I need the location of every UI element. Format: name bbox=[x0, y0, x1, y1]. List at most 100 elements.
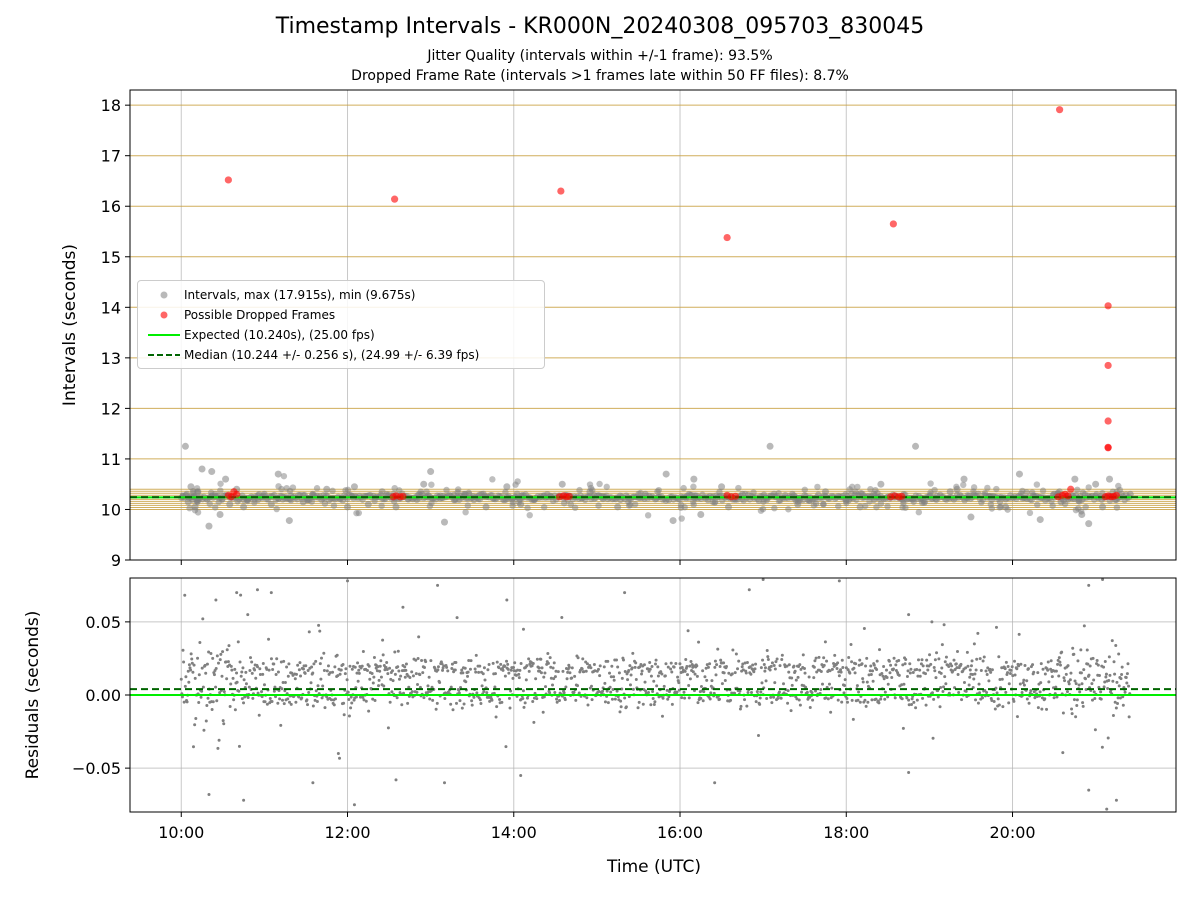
interval-point bbox=[1039, 487, 1047, 494]
residual-point bbox=[738, 689, 742, 693]
residual-point bbox=[825, 659, 829, 663]
residual-point bbox=[478, 664, 482, 668]
residual-point bbox=[701, 669, 705, 673]
residual-point bbox=[329, 698, 333, 702]
residual-outlier-17 bbox=[207, 792, 211, 796]
residual-point bbox=[683, 669, 687, 673]
residual-point bbox=[190, 657, 194, 661]
residual-point bbox=[1041, 667, 1045, 671]
residual-point bbox=[1079, 671, 1083, 675]
residual-point bbox=[197, 673, 201, 677]
residual-point bbox=[687, 696, 691, 700]
residual-point bbox=[893, 696, 897, 700]
dropped-frame-33 bbox=[889, 220, 897, 228]
residual-point bbox=[840, 658, 844, 662]
residual-point bbox=[768, 668, 772, 672]
interval-point-20 bbox=[299, 498, 307, 506]
interval-point-48 bbox=[738, 490, 746, 498]
residual-point bbox=[905, 696, 909, 700]
residual-point bbox=[503, 664, 507, 668]
residual-point bbox=[652, 679, 656, 683]
residual-point bbox=[294, 672, 298, 676]
residual-point bbox=[416, 657, 420, 661]
residual-point bbox=[820, 682, 824, 686]
residual-point bbox=[695, 674, 699, 678]
residual-point bbox=[706, 665, 710, 669]
residual-point bbox=[651, 697, 655, 701]
interval-point bbox=[321, 500, 329, 507]
residual-point bbox=[403, 665, 407, 669]
residual-point bbox=[242, 678, 246, 682]
residual-point bbox=[868, 669, 872, 673]
residual-point bbox=[219, 652, 223, 656]
residual-point bbox=[385, 660, 389, 664]
residual-point bbox=[615, 689, 619, 693]
residual-point bbox=[733, 671, 737, 675]
legend-symbol-intervals bbox=[160, 291, 168, 299]
residual-point bbox=[684, 657, 688, 661]
residual-point bbox=[551, 666, 555, 670]
x-axis-label: Time (UTC) bbox=[606, 857, 701, 877]
residual-point bbox=[441, 668, 445, 672]
interval-point bbox=[635, 490, 642, 497]
residual-point bbox=[216, 746, 220, 750]
residual-point bbox=[936, 695, 940, 699]
residual-point bbox=[630, 666, 634, 670]
residual-point bbox=[921, 696, 925, 700]
residual-point bbox=[769, 664, 773, 668]
interval-point-75 bbox=[1126, 490, 1134, 498]
residual-point bbox=[800, 690, 804, 694]
residual-point bbox=[328, 671, 332, 675]
residual-point bbox=[864, 664, 868, 668]
residual-outlier-11 bbox=[747, 588, 751, 592]
residual-point bbox=[795, 697, 799, 701]
residual-point bbox=[393, 650, 397, 654]
residual-point bbox=[1065, 690, 1069, 694]
residual-point bbox=[332, 703, 336, 707]
residual-point bbox=[708, 662, 712, 666]
residual-point bbox=[1010, 665, 1014, 669]
residual-point bbox=[186, 669, 190, 673]
residual-point bbox=[541, 710, 545, 714]
residual-point bbox=[798, 663, 802, 667]
residual-point bbox=[772, 663, 776, 667]
residual-point bbox=[765, 696, 769, 700]
residual-point bbox=[1061, 711, 1065, 715]
interval-point bbox=[899, 504, 906, 511]
residual-point bbox=[990, 668, 994, 672]
residual-point bbox=[265, 667, 269, 671]
residual-point bbox=[322, 668, 326, 672]
residual-point bbox=[718, 697, 722, 701]
residual-point bbox=[865, 656, 869, 660]
interval-point-5 bbox=[191, 503, 199, 511]
residual-point bbox=[539, 671, 543, 675]
residual-point bbox=[979, 669, 983, 673]
residual-point bbox=[422, 696, 426, 700]
residual-point bbox=[973, 672, 977, 676]
residual-point bbox=[254, 676, 258, 680]
residual-point bbox=[381, 638, 385, 642]
dropped-frame-34 bbox=[1056, 106, 1064, 114]
residual-point bbox=[580, 667, 584, 671]
residual-point bbox=[397, 677, 401, 681]
residual-point bbox=[685, 664, 689, 668]
residual-point bbox=[317, 623, 321, 627]
residual-point bbox=[624, 705, 628, 709]
residual-point bbox=[1029, 689, 1033, 693]
residual-point bbox=[1058, 663, 1062, 667]
residual-point bbox=[344, 667, 348, 671]
residual-point bbox=[943, 675, 947, 679]
interval-point-41 bbox=[662, 470, 670, 478]
residual-point bbox=[981, 696, 985, 700]
residual-point bbox=[749, 672, 753, 676]
residual-point bbox=[215, 699, 219, 703]
residual-point bbox=[358, 695, 362, 699]
residual-point bbox=[619, 705, 623, 709]
residual-point bbox=[1113, 700, 1117, 704]
residual-point bbox=[773, 681, 777, 685]
residual-point bbox=[1043, 672, 1047, 676]
interval-point-56 bbox=[912, 442, 920, 450]
residual-point bbox=[605, 689, 609, 693]
residual-point bbox=[701, 699, 705, 703]
residual-point bbox=[971, 672, 975, 676]
